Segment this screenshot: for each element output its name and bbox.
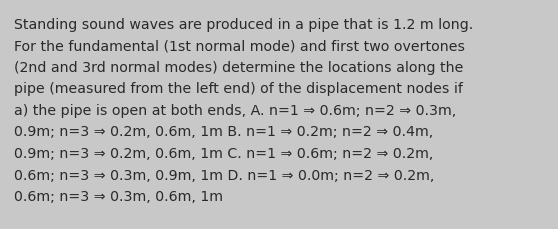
Text: a) the pipe is open at both ends, A. n=1 ⇒ 0.6m; n=2 ⇒ 0.3m,: a) the pipe is open at both ends, A. n=1… <box>14 104 456 117</box>
Text: pipe (measured from the left end) of the displacement nodes if: pipe (measured from the left end) of the… <box>14 82 463 96</box>
Text: 0.6m; n=3 ⇒ 0.3m, 0.9m, 1m D. n=1 ⇒ 0.0m; n=2 ⇒ 0.2m,: 0.6m; n=3 ⇒ 0.3m, 0.9m, 1m D. n=1 ⇒ 0.0m… <box>14 168 434 182</box>
Text: Standing sound waves are produced in a pipe that is 1.2 m long.: Standing sound waves are produced in a p… <box>14 18 473 32</box>
Text: 0.6m; n=3 ⇒ 0.3m, 0.6m, 1m: 0.6m; n=3 ⇒ 0.3m, 0.6m, 1m <box>14 189 223 203</box>
Text: (2nd and 3rd normal modes) determine the locations along the: (2nd and 3rd normal modes) determine the… <box>14 61 463 75</box>
Text: 0.9m; n=3 ⇒ 0.2m, 0.6m, 1m C. n=1 ⇒ 0.6m; n=2 ⇒ 0.2m,: 0.9m; n=3 ⇒ 0.2m, 0.6m, 1m C. n=1 ⇒ 0.6m… <box>14 146 434 160</box>
Text: For the fundamental (1st normal mode) and first two overtones: For the fundamental (1st normal mode) an… <box>14 39 465 53</box>
Text: 0.9m; n=3 ⇒ 0.2m, 0.6m, 1m B. n=1 ⇒ 0.2m; n=2 ⇒ 0.4m,: 0.9m; n=3 ⇒ 0.2m, 0.6m, 1m B. n=1 ⇒ 0.2m… <box>14 125 433 139</box>
